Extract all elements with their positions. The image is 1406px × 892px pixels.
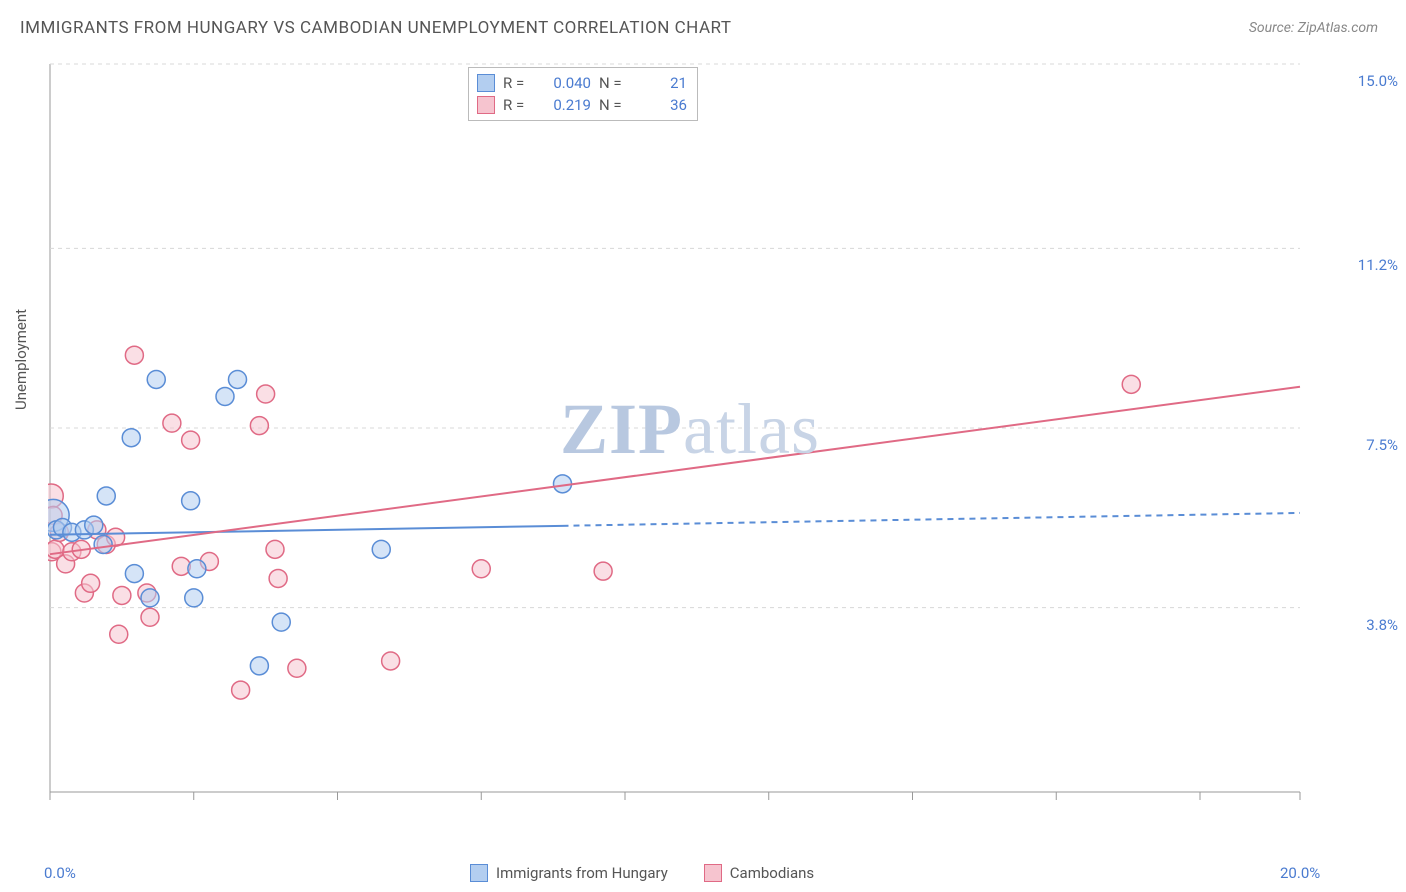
legend-r-label-1: R = bbox=[503, 72, 531, 94]
legend-n-label-1: N = bbox=[599, 72, 627, 94]
legend-correlation-box: R = 0.040 N = 21 R = 0.219 N = 36 bbox=[468, 67, 698, 121]
scatter-chart-svg bbox=[48, 62, 1358, 810]
header: IMMIGRANTS FROM HUNGARY VS CAMBODIAN UNE… bbox=[0, 0, 1406, 42]
legend-row-series-2: R = 0.219 N = 36 bbox=[477, 94, 687, 116]
legend-swatch-cambodians bbox=[704, 864, 722, 882]
legend-label-cambodians: Cambodians bbox=[730, 864, 814, 882]
legend-n-label-2: N = bbox=[599, 94, 627, 116]
legend-r-value-1: 0.040 bbox=[539, 72, 591, 94]
legend-n-value-1: 21 bbox=[635, 72, 687, 94]
chart-plot-area bbox=[48, 62, 1358, 810]
legend-r-label-2: R = bbox=[503, 94, 531, 116]
legend-swatch-1 bbox=[477, 74, 495, 92]
legend-item-hungary: Immigrants from Hungary bbox=[470, 864, 668, 882]
legend-swatch-2 bbox=[477, 96, 495, 114]
legend-r-value-2: 0.219 bbox=[539, 94, 591, 116]
legend-n-value-2: 36 bbox=[635, 94, 687, 116]
legend-label-hungary: Immigrants from Hungary bbox=[496, 864, 668, 882]
legend-item-cambodians: Cambodians bbox=[704, 864, 814, 882]
chart-title: IMMIGRANTS FROM HUNGARY VS CAMBODIAN UNE… bbox=[20, 18, 732, 38]
y-tick-label-1: 7.5% bbox=[1366, 436, 1398, 454]
y-tick-label-2: 11.2% bbox=[1358, 256, 1398, 274]
y-axis-label: Unemployment bbox=[12, 309, 30, 410]
x-tick-label-left: 0.0% bbox=[44, 864, 76, 882]
legend-swatch-hungary bbox=[470, 864, 488, 882]
x-tick-label-right: 20.0% bbox=[1280, 864, 1320, 882]
source-attribution: Source: ZipAtlas.com bbox=[1249, 20, 1378, 36]
legend-bottom: Immigrants from Hungary Cambodians bbox=[470, 864, 814, 882]
y-tick-label-3: 15.0% bbox=[1358, 72, 1398, 90]
y-tick-label-0: 3.8% bbox=[1366, 616, 1398, 634]
legend-row-series-1: R = 0.040 N = 21 bbox=[477, 72, 687, 94]
